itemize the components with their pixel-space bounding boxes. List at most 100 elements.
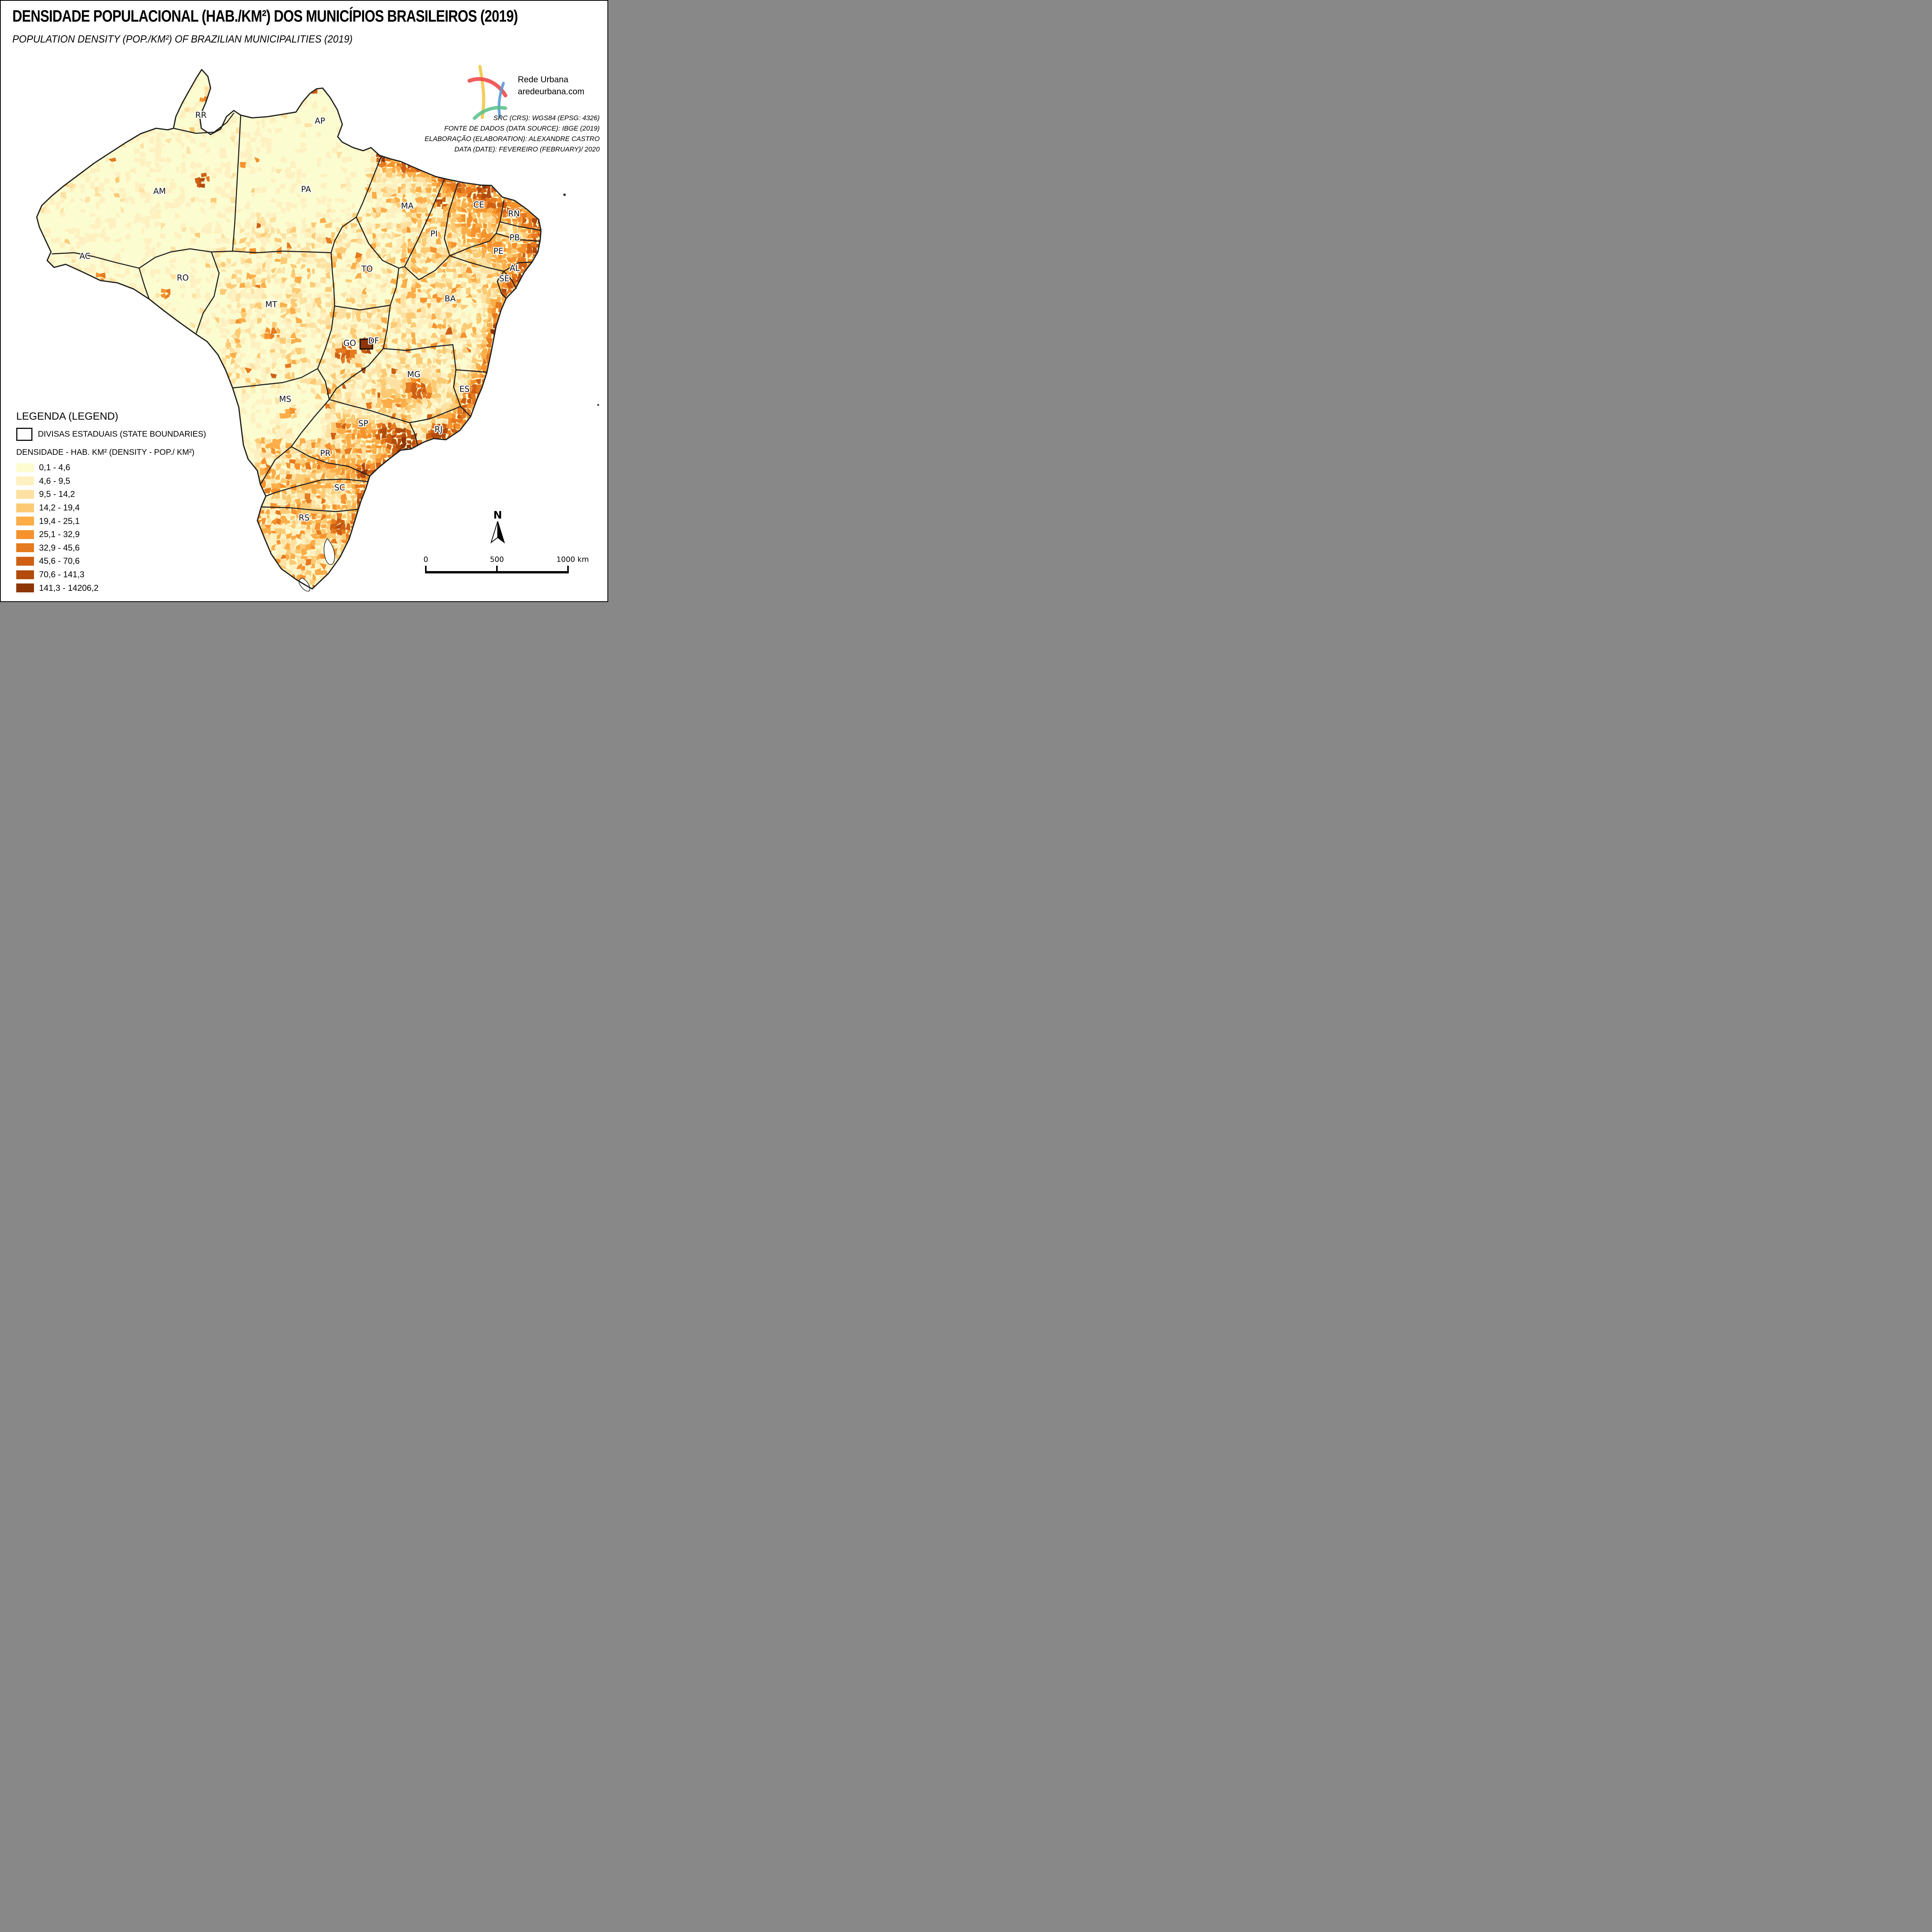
state-boundary-line (196, 251, 220, 334)
state-label-rn: RN (508, 209, 520, 218)
state-boundary-line (265, 478, 368, 497)
state-boundary-line (328, 399, 410, 423)
state-boundary-line (444, 182, 459, 257)
north-arrow-right-half (497, 521, 505, 544)
state-label-to: TO (361, 264, 372, 274)
state-label-rr: RR (195, 111, 206, 120)
legend-class-row: 141,3 - 14206,2 (16, 581, 233, 595)
scale-bar: 0 500 1000 km (423, 555, 589, 573)
country-outline (36, 69, 542, 590)
legend-class-row: 45,6 - 70,6 (16, 554, 233, 568)
legend-class-row: 0,1 - 4,6 (16, 461, 233, 474)
map-sheet: RR AP AM PA MA CE RN PB PE AL SE PI AC RO TO BA MT GO DF MG… (0, 0, 608, 602)
legend-class-swatch (16, 463, 34, 472)
state-label-ro: RO (177, 273, 189, 282)
state-label-ma: MA (401, 201, 414, 211)
scale-tick-500: 500 (490, 555, 504, 564)
state-boundary-line (51, 248, 233, 269)
north-arrow: N (490, 509, 505, 544)
state-boundary-line (449, 255, 505, 272)
legend-heading: LEGENDA (LEGEND) (16, 410, 119, 422)
state-label-mg: MG (407, 370, 420, 379)
legend-class-swatch (16, 530, 34, 539)
state-label-pe: PE (493, 247, 503, 256)
state-label-pr: PR (320, 449, 330, 458)
legend-class-swatch (16, 543, 34, 553)
legend-class-range: 9,5 - 14,2 (39, 489, 75, 499)
rede-urbana-logo-icon (468, 65, 507, 120)
state-boundary-line (497, 270, 507, 299)
state-label-pb: PB (509, 233, 520, 242)
state-label-se: SE (499, 274, 510, 283)
legend-class-row: 70,6 - 141,3 (16, 568, 233, 582)
legend-class-swatch (16, 583, 34, 593)
state-boundary-line (334, 304, 391, 311)
state-boundary-line (383, 344, 457, 371)
legend-class-range: 141,3 - 14206,2 (39, 583, 99, 593)
state-boundary-line (409, 422, 418, 445)
legend-class-range: 19,4 - 25,1 (39, 516, 80, 526)
df-district-polygon (359, 338, 373, 350)
legend-class-range: 32,9 - 45,6 (39, 543, 80, 553)
state-boundary-line (383, 304, 391, 349)
state-boundary-line (503, 261, 533, 272)
state-label-ms: MS (279, 395, 291, 404)
state-label-df: DF (368, 336, 379, 345)
north-arrow-left-half (490, 521, 498, 544)
scale-tick-1000: 1000 km (556, 555, 589, 564)
state-label-sp: SP (358, 419, 368, 428)
state-label-pa: PA (301, 185, 311, 194)
legend-class-range: 45,6 - 70,6 (39, 556, 80, 566)
state-boundaries (51, 112, 541, 512)
legend-class-swatch (16, 503, 34, 512)
state-boundary-line (260, 446, 292, 485)
legend-class-swatch (16, 517, 34, 526)
legend-class-range: 4,6 - 9,5 (39, 476, 70, 486)
legend-class-row: 32,9 - 45,6 (16, 541, 233, 555)
credit-crs: SRC (CRS): WGS84 (EPSG: 4326) (493, 114, 600, 122)
state-label-ce: CE (473, 200, 484, 209)
legend-density-heading: DENSIDADE - HAB. KM² (DENSITY - POP./ KM… (16, 448, 195, 457)
state-boundary-line (328, 348, 384, 400)
state-boundary-line (404, 255, 451, 281)
state-label-sc: SC (334, 483, 345, 492)
state-boundary-label: DIVISAS ESTADUAIS (STATE BOUNDARIES) (38, 430, 206, 439)
logo-site: aredeurbana.com (518, 87, 585, 96)
legend-class-swatch (16, 556, 34, 566)
legend-class-swatch (16, 570, 34, 579)
state-label-ap: AP (315, 116, 325, 126)
state-label-rs: RS (299, 513, 310, 522)
state-boundary-line (291, 446, 371, 477)
page-title: DENSIDADE POPULACIONAL (HAB./KM²) DOS MU… (12, 7, 518, 26)
state-label-mt: MT (265, 300, 277, 309)
state-label-al: AL (510, 264, 520, 273)
legend-state-boundaries-item: DIVISAS ESTADUAIS (STATE BOUNDARIES) (16, 428, 233, 441)
map-credits: SRC (CRS): WGS84 (EPSG: 4326) FONTE DE D… (425, 113, 600, 155)
legend-class-range: 0,1 - 4,6 (39, 463, 70, 473)
island-fernando-de-noronha (563, 193, 566, 196)
state-boundary-line (232, 250, 332, 253)
state-label-ac: AC (80, 252, 91, 261)
state-boundary-line (232, 114, 242, 252)
state-boundary-line (495, 233, 540, 242)
legend-class-range: 14,2 - 19,4 (39, 503, 80, 513)
legend-class-row: 25,1 - 32,9 (16, 528, 233, 541)
legend-class-range: 25,1 - 32,9 (39, 529, 80, 539)
legend-class-list: 0,1 - 4,6 4,6 - 9,5 9,5 - 14,2 14,2 - 19,4 1… (16, 461, 233, 595)
island-trindade (597, 404, 599, 406)
logo-text: Rede Urbana aredeurbana.com (518, 73, 584, 97)
scale-tick-0: 0 (423, 555, 428, 564)
state-boundary-line (260, 506, 359, 512)
state-label-pi: PI (430, 229, 438, 238)
legend-class-swatch (16, 476, 34, 486)
state-boundary-line (409, 406, 461, 423)
state-boundary-line (355, 216, 400, 269)
logo-red-stroke (468, 77, 507, 97)
state-boundary-swatch (16, 428, 32, 441)
legend-class-row: 9,5 - 14,2 (16, 488, 233, 501)
state-boundary-line (453, 369, 461, 407)
state-boundary-line (499, 200, 505, 223)
state-boundary-line (291, 399, 330, 447)
logo-name: Rede Urbana (518, 75, 568, 84)
